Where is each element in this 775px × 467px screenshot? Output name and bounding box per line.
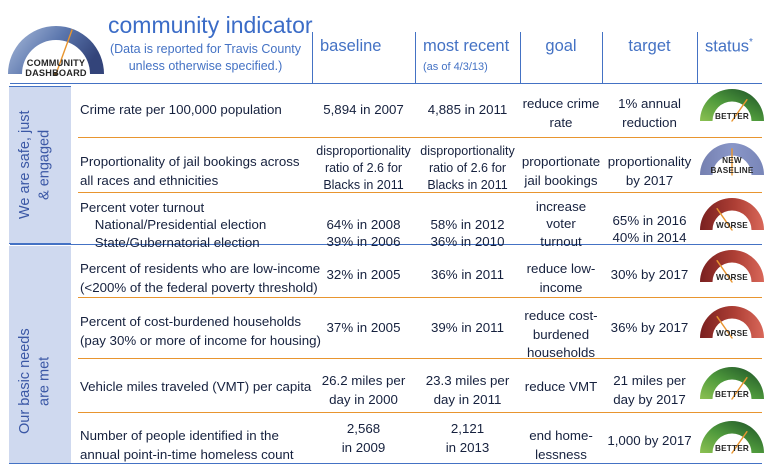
svg-text:BETTER: BETTER xyxy=(715,390,749,399)
svg-text:WORSE: WORSE xyxy=(716,273,748,282)
svg-text:BETTER: BETTER xyxy=(715,112,749,121)
svg-text:WORSE: WORSE xyxy=(716,221,748,230)
svg-text:WORSE: WORSE xyxy=(716,329,748,338)
svg-text:BETTER: BETTER xyxy=(715,444,749,453)
